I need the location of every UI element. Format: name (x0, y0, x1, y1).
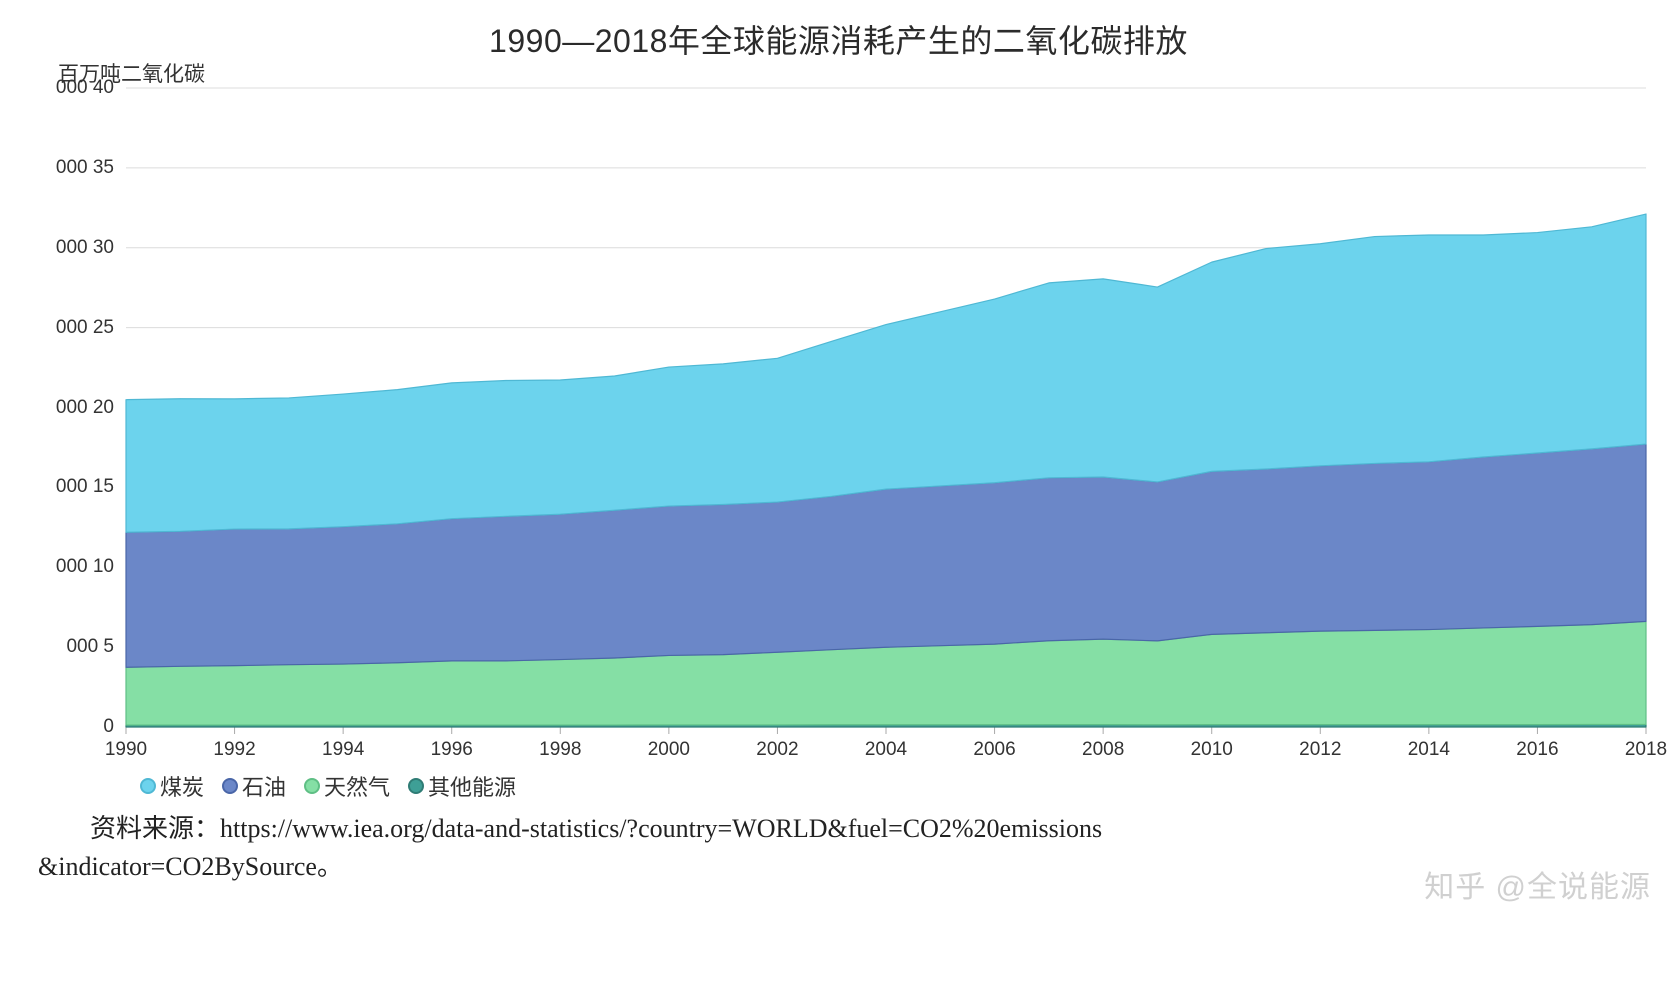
coal-swatch-icon (140, 778, 156, 794)
source-attribution: 资料来源：https://www.iea.org/data-and-statis… (38, 810, 1638, 885)
gas-swatch-icon (304, 778, 320, 794)
y-tick-label: 0 (103, 716, 114, 738)
y-tick-label: 40 000 (56, 77, 114, 99)
x-tick-label: 2000 (648, 739, 690, 761)
legend-label: 天然气 (324, 770, 390, 802)
x-tick-label: 1992 (213, 739, 255, 761)
legend-label: 其他能源 (428, 770, 516, 802)
x-tick-label: 1998 (539, 739, 581, 761)
x-tick-label: 2002 (756, 739, 798, 761)
x-tick-label: 1994 (322, 739, 364, 761)
y-tick-label: 5 000 (66, 636, 114, 658)
y-tick-label: 15 000 (56, 476, 114, 498)
y-tick-label: 35 000 (56, 157, 114, 179)
legend-item-other: 其他能源 (408, 770, 516, 802)
y-tick-label: 30 000 (56, 237, 114, 259)
source-line2: &indicator=CO2BySource。 (38, 852, 343, 881)
x-tick-label: 2010 (1191, 739, 1233, 761)
x-tick-label: 1990 (105, 739, 147, 761)
x-tick-label: 2012 (1299, 739, 1341, 761)
x-tick-label: 2018 (1625, 739, 1667, 761)
oil-swatch-icon (222, 778, 238, 794)
source-line1: 资料来源：https://www.iea.org/data-and-statis… (90, 814, 1102, 843)
other-swatch-icon (408, 778, 424, 794)
legend-label: 煤炭 (160, 770, 204, 802)
y-tick-label: 20 000 (56, 397, 114, 419)
legend-item-oil: 石油 (222, 770, 286, 802)
x-tick-label: 2016 (1516, 739, 1558, 761)
x-tick-label: 1996 (431, 739, 473, 761)
x-tick-label: 2008 (1082, 739, 1124, 761)
y-tick-label: 10 000 (56, 556, 114, 578)
y-tick-label: 25 000 (56, 317, 114, 339)
legend-label: 石油 (242, 770, 286, 802)
x-tick-label: 2014 (1408, 739, 1450, 761)
chart-legend: 煤炭 石油 天然气 其他能源 (140, 770, 516, 802)
x-tick-label: 2006 (973, 739, 1015, 761)
legend-item-coal: 煤炭 (140, 770, 204, 802)
legend-item-gas: 天然气 (304, 770, 390, 802)
x-tick-label: 2004 (865, 739, 907, 761)
